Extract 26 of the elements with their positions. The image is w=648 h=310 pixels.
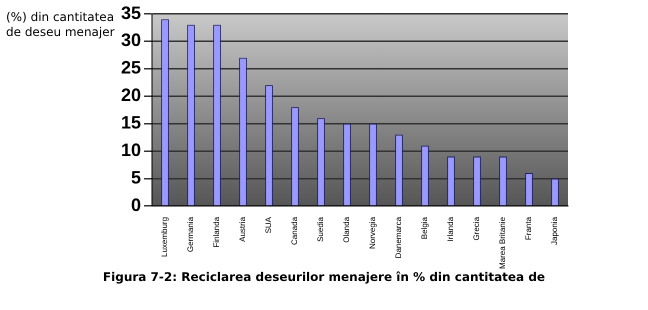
x-tick-label: Canada bbox=[290, 216, 300, 246]
x-tick-label: SUA bbox=[264, 216, 274, 234]
x-tick-label: Austria bbox=[238, 216, 248, 242]
x-tick-label: Japonia bbox=[550, 216, 560, 246]
x-tick-label: Germania bbox=[186, 216, 196, 252]
y-tick-label: 0 bbox=[131, 194, 142, 215]
x-tick-label: Luxemburg bbox=[160, 216, 170, 258]
text: Figura 7-2: Reciclarea deseurilor menajere în % din cantitatea de bbox=[102, 270, 546, 284]
y-tick-label: 15 bbox=[120, 112, 142, 133]
x-tick-label: Norvegia bbox=[368, 216, 378, 249]
y-axis-title: (%) din cantitatea de deseu menajer bbox=[6, 10, 116, 40]
x-tick-label: Marea Britanie bbox=[498, 216, 508, 270]
x-tick-label: Belgia bbox=[420, 216, 430, 240]
x-tick-label: Suedia bbox=[316, 216, 326, 242]
y-tick-label: 10 bbox=[120, 140, 142, 160]
y-tick-label: 25 bbox=[120, 58, 142, 78]
x-tick-label: Danemarca bbox=[394, 216, 404, 258]
x-tick-label: Olanda bbox=[342, 216, 352, 243]
x-tick-label: Finlanda bbox=[212, 216, 222, 248]
x-tick-label: Irlanda bbox=[446, 216, 456, 242]
y-tick-label: 35 bbox=[120, 2, 142, 23]
x-tick-label: Franta bbox=[524, 216, 534, 240]
y-tick-label: 20 bbox=[120, 85, 142, 106]
y-tick-label: 5 bbox=[131, 167, 142, 188]
x-tick-label: Grecia bbox=[472, 216, 482, 241]
y-tick-label: 30 bbox=[120, 30, 142, 50]
